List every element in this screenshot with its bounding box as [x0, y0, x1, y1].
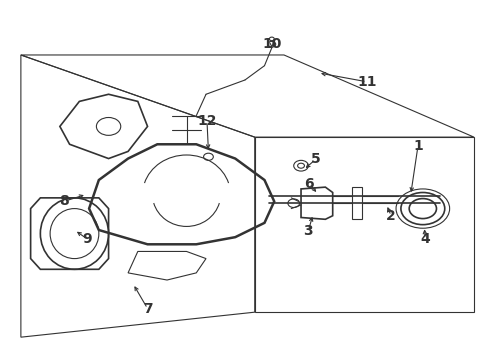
Text: 6: 6 — [304, 176, 314, 190]
Text: 2: 2 — [386, 209, 396, 223]
Text: 8: 8 — [59, 194, 69, 208]
Text: 7: 7 — [143, 302, 152, 316]
Text: 3: 3 — [303, 224, 313, 238]
Text: 4: 4 — [420, 232, 430, 246]
Text: 1: 1 — [413, 139, 423, 153]
Text: 11: 11 — [357, 75, 376, 89]
Text: 12: 12 — [197, 114, 217, 128]
Text: 10: 10 — [262, 37, 281, 51]
Text: 9: 9 — [82, 232, 92, 246]
Text: 5: 5 — [311, 152, 320, 166]
